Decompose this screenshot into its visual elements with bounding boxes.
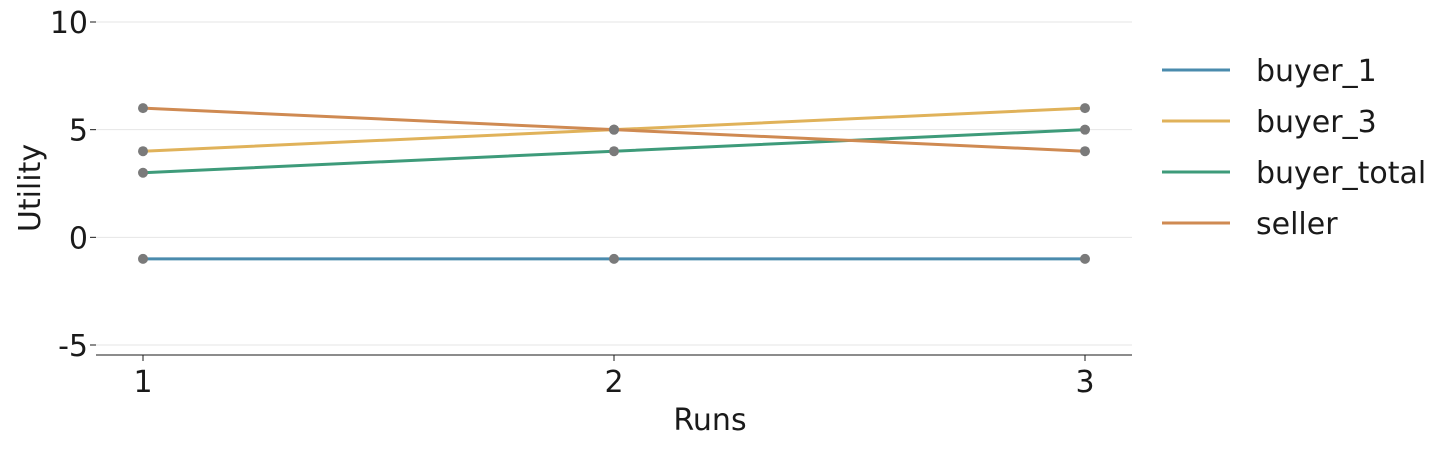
data-point-buyer_1 [1080, 253, 1090, 264]
data-point-seller [138, 103, 148, 114]
data-point-seller [609, 124, 619, 135]
y-tick-label: 5 [69, 114, 88, 149]
x-tick-label: 2 [604, 365, 623, 400]
legend-label: seller [1256, 207, 1338, 242]
x-ticks: 1 2 3 [133, 355, 1095, 400]
data-point-buyer_total [1080, 124, 1090, 135]
data-markers [138, 103, 1090, 264]
legend-label: buyer_1 [1256, 54, 1377, 89]
data-point-seller [1080, 146, 1090, 157]
legend-label: buyer_3 [1256, 105, 1377, 140]
y-axis-title: Utility [13, 144, 48, 232]
legend-item-seller: seller [1162, 207, 1338, 242]
legend-item-buyer_3: buyer_3 [1162, 105, 1377, 140]
x-axis-title: Runs [673, 403, 746, 438]
y-tick-label: 0 [69, 221, 88, 256]
legend-label: buyer_total [1256, 156, 1426, 191]
data-point-buyer_3 [1080, 103, 1090, 114]
legend-item-buyer_1: buyer_1 [1162, 54, 1377, 89]
y-axis: 10 5 0 -5 [50, 6, 96, 364]
y-tick-label: -5 [58, 329, 88, 364]
data-point-buyer_1 [609, 253, 619, 264]
data-point-buyer_1 [138, 253, 148, 264]
legend-item-buyer_total: buyer_total [1162, 156, 1426, 191]
x-tick-label: 3 [1075, 365, 1094, 400]
x-tick-label: 1 [133, 365, 152, 400]
gridlines [96, 21, 1132, 346]
data-point-buyer_total [609, 146, 619, 157]
y-tick-label: 10 [50, 6, 88, 41]
data-point-buyer_3 [138, 146, 148, 157]
data-point-buyer_total [138, 167, 148, 178]
